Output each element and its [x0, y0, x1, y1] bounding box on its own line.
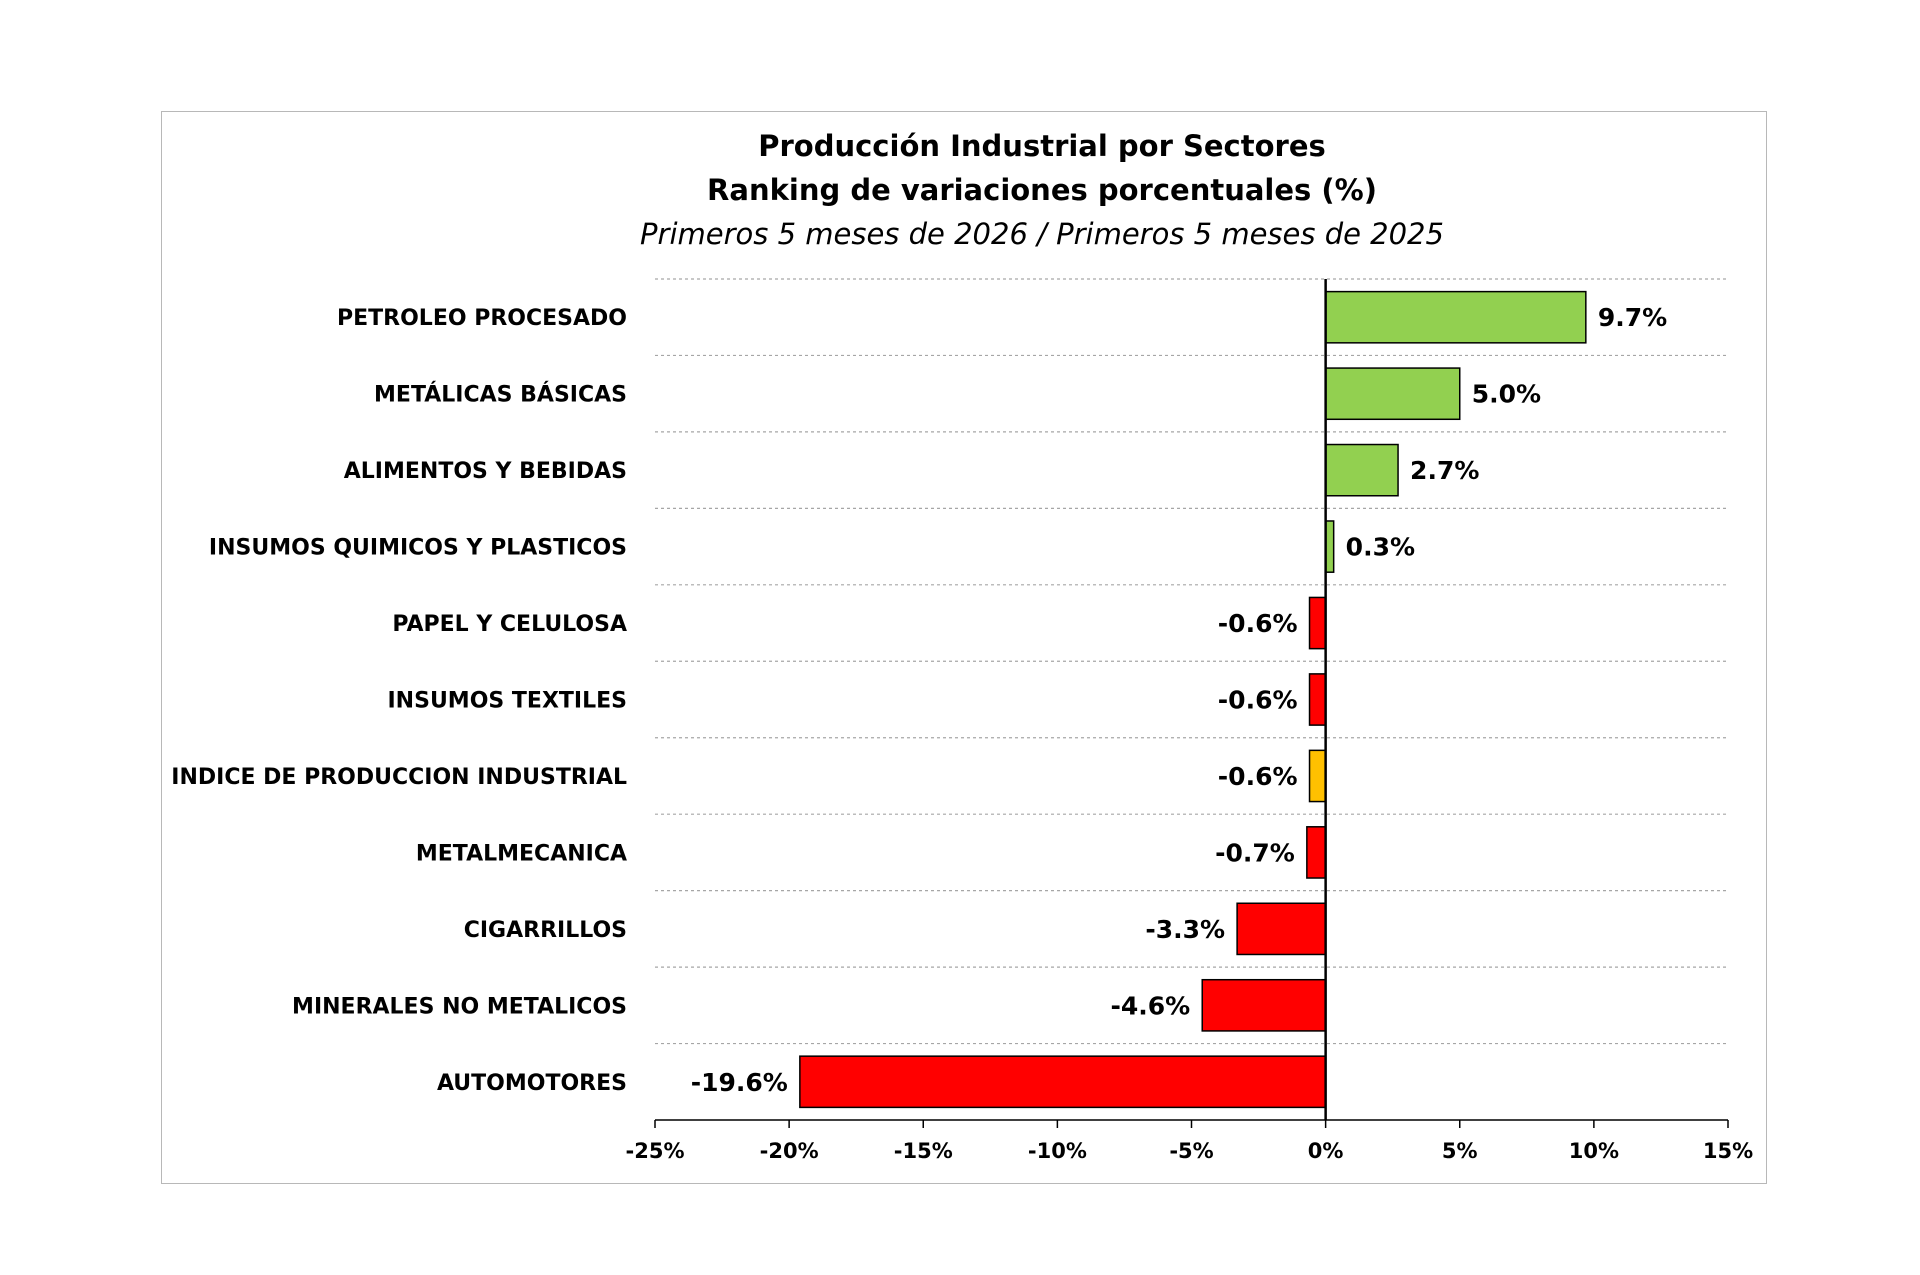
bar-chart: Producción Industrial por Sectores Ranki… — [171, 129, 1753, 1163]
bar — [1308, 673, 1327, 726]
category-label: ALIMENTOS Y BEBIDAS — [344, 459, 627, 484]
x-tick-label: 5% — [1442, 1139, 1478, 1163]
category-label: METALMECANICA — [416, 841, 627, 866]
x-tick-label: -5% — [1169, 1139, 1213, 1163]
axes: -25% -20% -15% -10% -5% 0% 5% 10% 15% — [626, 279, 1753, 1163]
x-tick-label: 10% — [1569, 1139, 1619, 1163]
category-label: INSUMOS QUIMICOS Y PLASTICOS — [209, 536, 627, 561]
bar — [1236, 902, 1327, 956]
bar — [1324, 290, 1587, 344]
bar — [1308, 749, 1327, 803]
bar — [1324, 367, 1461, 421]
value-label: -19.6% — [691, 1068, 788, 1097]
value-label: -0.6% — [1218, 686, 1298, 715]
bar — [1201, 978, 1327, 1032]
value-label: 2.7% — [1410, 456, 1479, 485]
bar — [1306, 826, 1327, 879]
value-label: -0.7% — [1215, 838, 1295, 867]
chart-subtitle-2: Primeros 5 meses de 2026 / Primeros 5 me… — [640, 217, 1444, 251]
x-tick-label: -15% — [894, 1139, 953, 1163]
value-label: 0.3% — [1346, 533, 1415, 562]
category-labels: PETROLEO PROCESADO METÁLICAS BÁSICAS ALIME… — [171, 306, 627, 1096]
value-label: -0.6% — [1218, 762, 1298, 791]
category-label: PETROLEO PROCESADO — [337, 306, 627, 331]
bars — [799, 290, 1587, 1109]
category-label: AUTOMOTORES — [437, 1071, 627, 1096]
chart-subtitle-1: Ranking de variaciones porcentuales (%) — [707, 173, 1377, 207]
value-labels: 9.7% 5.0% 2.7% 0.3% -0.6% -0.6% -0.6% -0.7% -3.3… — [691, 303, 1667, 1097]
value-label: -3.3% — [1145, 915, 1225, 944]
category-label: PAPEL Y CELULOSA — [392, 612, 627, 637]
chart-frame: Producción Industrial por Sectores Ranki… — [161, 111, 1767, 1184]
value-label: -4.6% — [1111, 991, 1191, 1020]
value-label: -0.6% — [1218, 609, 1298, 638]
x-tick-label: -20% — [760, 1139, 819, 1163]
value-label: 9.7% — [1598, 303, 1667, 332]
bar — [1324, 443, 1399, 497]
x-tick-label: 0% — [1308, 1139, 1344, 1163]
category-label: INDICE DE PRODUCCION INDUSTRIAL — [171, 765, 627, 790]
gridlines — [655, 278, 1728, 1045]
category-label: METÁLICAS BÁSICAS — [374, 382, 627, 408]
bar — [799, 1055, 1327, 1109]
x-tick-label: 15% — [1703, 1139, 1753, 1163]
x-tick-label: -10% — [1028, 1139, 1087, 1163]
value-label: 5.0% — [1472, 380, 1541, 409]
bar — [1308, 596, 1327, 650]
category-label: MINERALES NO METALICOS — [292, 994, 627, 1019]
category-label: INSUMOS TEXTILES — [388, 689, 628, 714]
x-tick-label: -25% — [626, 1139, 685, 1163]
category-label: CIGARRILLOS — [464, 918, 627, 943]
chart-title: Producción Industrial por Sectores — [758, 129, 1326, 163]
